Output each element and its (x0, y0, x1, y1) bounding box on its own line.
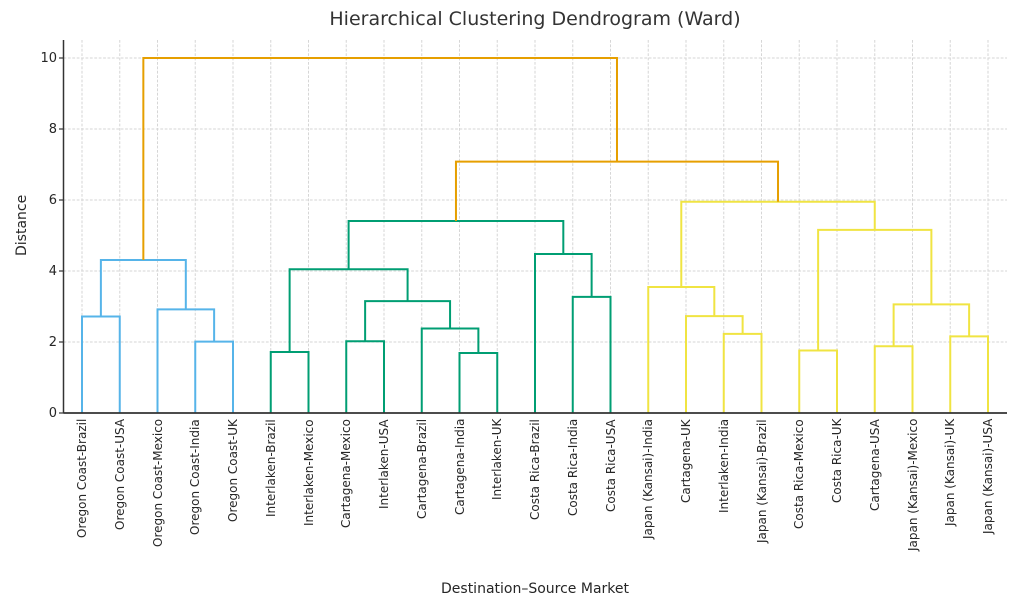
x-tick-label: Interlaken-India (716, 418, 731, 513)
x-tick-label: Oregon Coast-UK (226, 419, 240, 522)
x-tick-label: Interlaken-Brazil (263, 419, 278, 517)
x-tick-label: Costa Rica-USA (603, 419, 618, 512)
dendrogram-link (873, 345, 914, 413)
dendrogram-link (156, 308, 216, 413)
x-tick-label: Cartagena-Brazil (414, 418, 429, 519)
dendrogram-link (347, 219, 565, 270)
dendrogram-link (798, 349, 838, 413)
x-tick-label: Japan (Kansai)-Brazil (754, 419, 769, 543)
dendrogram-link (892, 303, 971, 347)
dendrogram-link (454, 160, 780, 221)
dendrogram-link (142, 57, 618, 260)
x-tick-label: Interlaken-UK (490, 418, 505, 500)
dendrogram-link (345, 340, 385, 413)
y-tick-label: 6 (48, 192, 57, 208)
chart-title: Hierarchical Clustering Dendrogram (Ward… (329, 8, 741, 30)
dendrogram-link (685, 315, 744, 413)
x-tick-label: Costa Rica-Brazil (528, 419, 542, 520)
x-tick-label: Costa Rica-Mexico (792, 419, 807, 529)
x-tick-label: Japan (Kansai)-USA (981, 418, 995, 534)
dendrogram-link (288, 268, 409, 352)
x-tick-label: Cartagena-UK (679, 419, 693, 503)
x-tick-label: Cartagena-India (452, 418, 467, 515)
dendrogram-link (194, 340, 234, 413)
x-tick-label: Interlaken-USA (377, 419, 391, 509)
dendrogram-link (647, 285, 716, 413)
x-tick-label: Cartagena-Mexico (339, 419, 354, 528)
y-tick-label: 8 (48, 121, 57, 137)
x-tick-label: Oregon Coast-Brazil (75, 418, 89, 538)
dendrogram-link (269, 350, 310, 413)
dendrogram-link (99, 258, 187, 317)
x-tick-label: Oregon Coast-Mexico (150, 418, 165, 547)
x-tick-label: Costa Rica-UK (830, 418, 844, 503)
x-axis-label: Destination–Source Market (441, 581, 629, 597)
dendrogram-link (364, 300, 452, 342)
x-tick-label: Oregon Coast-USA (112, 418, 127, 530)
x-tick-label: Japan (Kansai)-Mexico (905, 418, 920, 551)
dendrogram-link (420, 327, 480, 413)
x-tick-label: Interlaken-Mexico (301, 419, 316, 526)
y-tick-label: 0 (48, 405, 57, 421)
x-tick-label: Oregon Coast-India (188, 419, 203, 535)
dendrogram-link (680, 200, 876, 287)
x-tick-label: Costa Rica-India (565, 418, 580, 516)
dendrogram-link (949, 335, 989, 413)
dendrogram-link (81, 315, 121, 413)
dendrogram-link (722, 332, 763, 413)
x-tick-label: Cartagena-USA (867, 419, 882, 511)
y-tick-label: 4 (48, 263, 57, 279)
dendrogram-link (534, 252, 593, 413)
y-tick-label: 2 (48, 334, 57, 350)
y-tick-label: 10 (40, 50, 57, 66)
x-tick-label: Japan (Kansai)-India (641, 419, 656, 539)
dendrogram-link (571, 295, 612, 413)
dendrogram-link (458, 352, 499, 413)
x-tick-label: Japan (Kansai)-UK (943, 418, 958, 526)
